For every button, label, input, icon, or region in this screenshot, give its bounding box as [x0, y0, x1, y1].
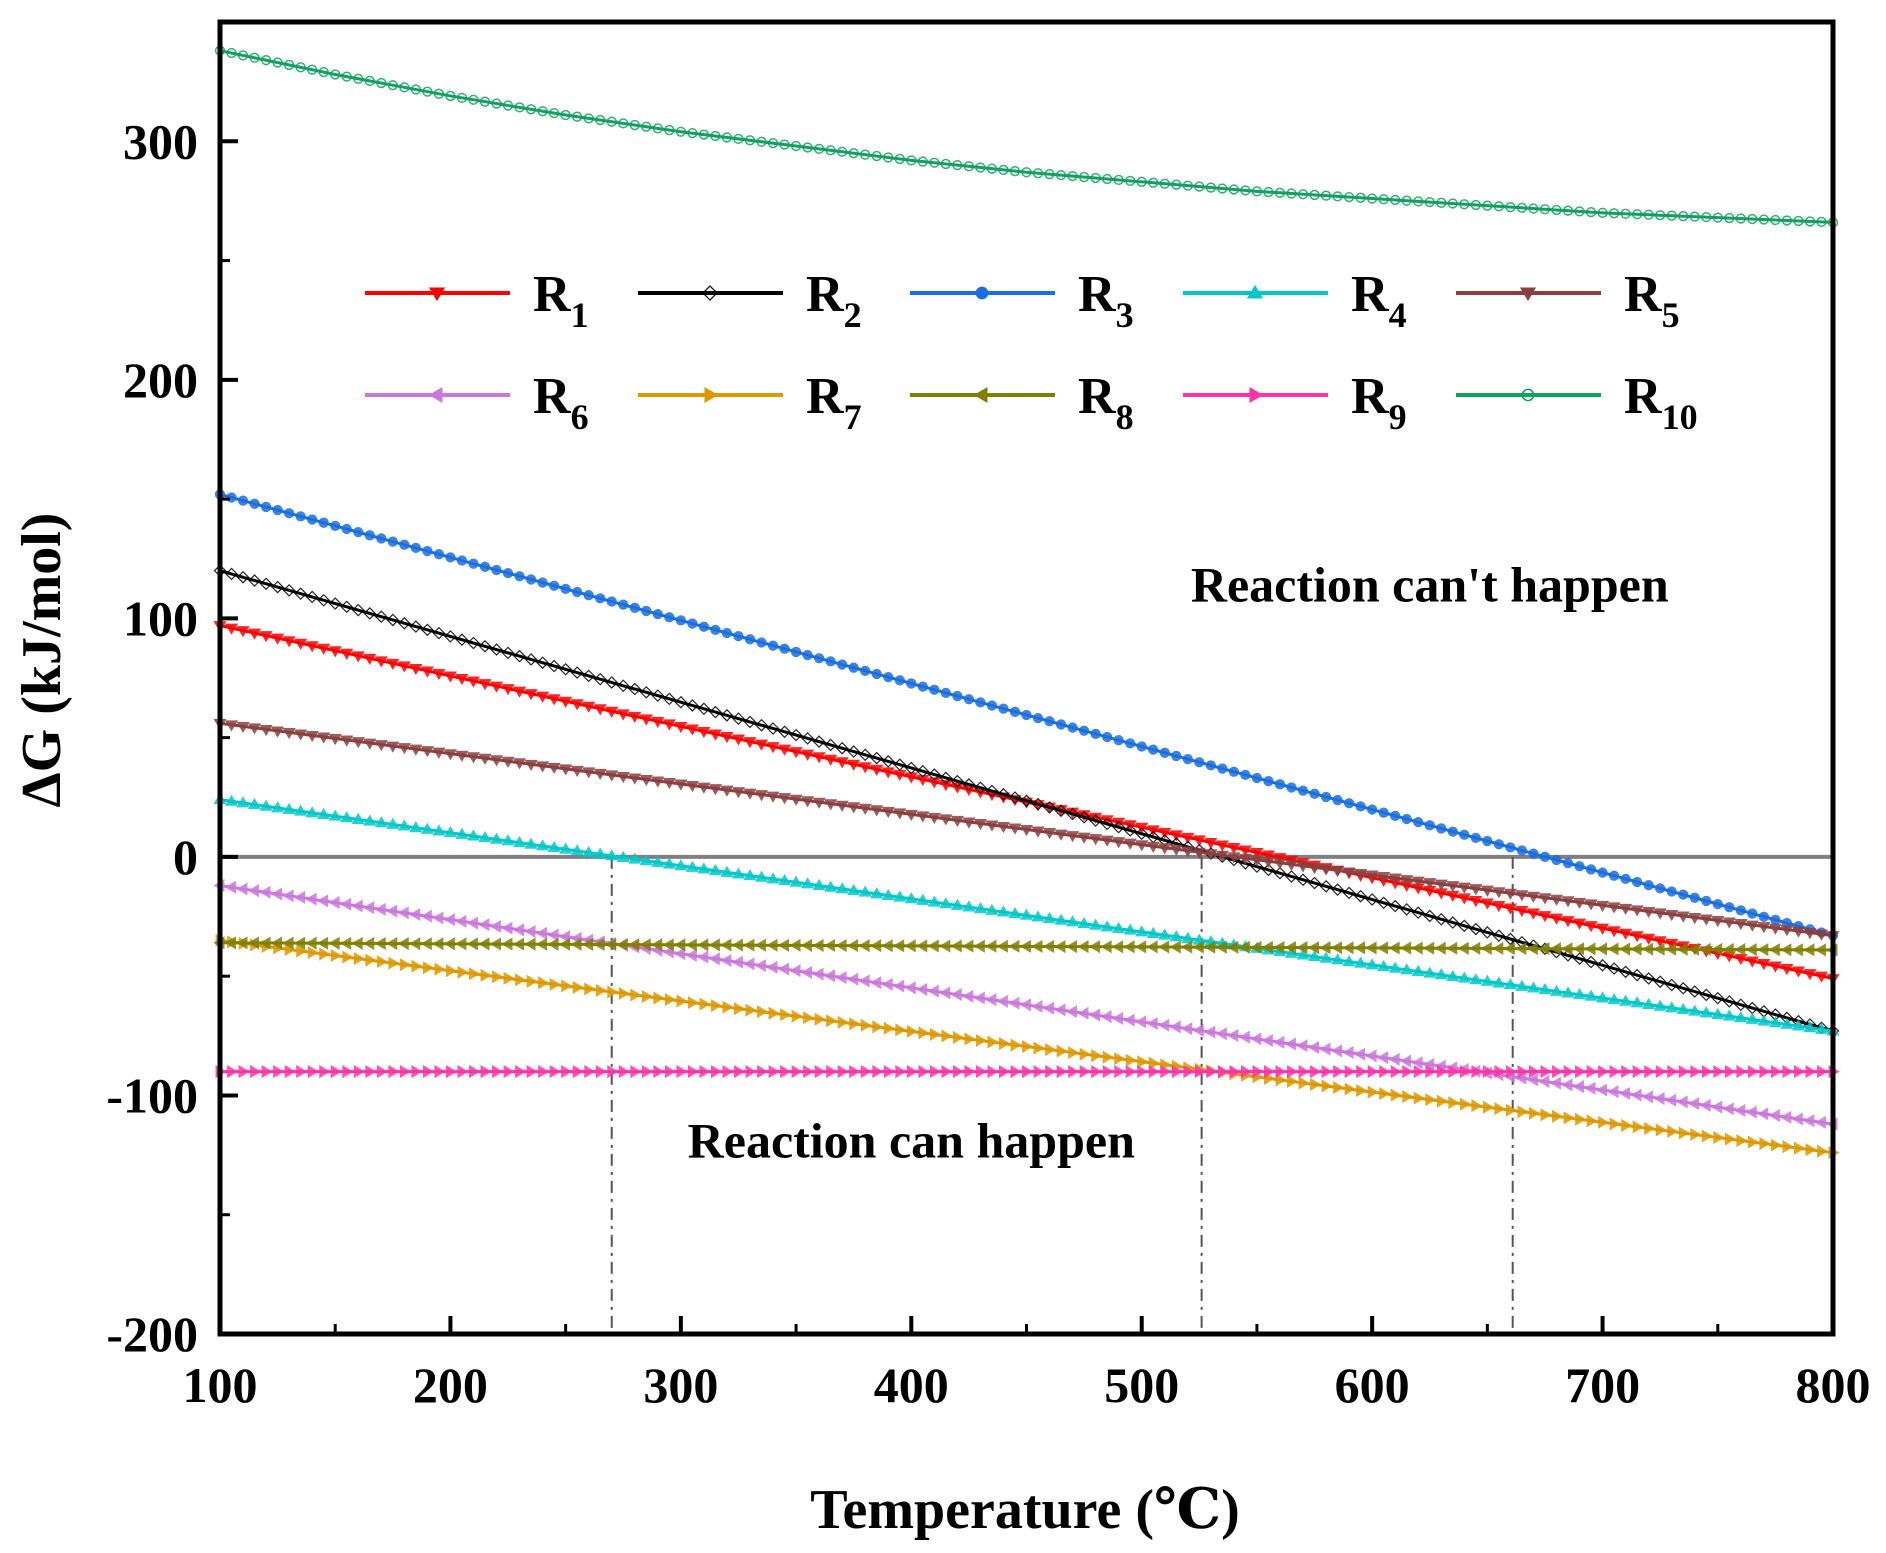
legend-swatch-marker — [702, 285, 718, 301]
series-R10 — [214, 45, 1839, 228]
x-tick-label: 600 — [1335, 1357, 1410, 1413]
y-tick-label: -100 — [106, 1067, 198, 1123]
legend-label: R7 — [806, 368, 862, 437]
y-tick-label: 300 — [123, 113, 198, 169]
legend-swatch-marker — [975, 286, 989, 300]
series-R5 — [213, 718, 1840, 943]
legend-swatch-marker — [1246, 284, 1264, 299]
series-R6 — [213, 878, 1838, 1131]
x-tick-label: 300 — [643, 1357, 718, 1413]
x-tick-label: 500 — [1104, 1357, 1179, 1413]
y-axis-title: ΔG (kJ/mol) — [11, 513, 73, 808]
series-R4 — [213, 792, 1840, 1036]
x-tick-label: 100 — [183, 1357, 258, 1413]
series-R1 — [213, 621, 1840, 986]
series-R10-markers — [214, 45, 1839, 228]
series-R5-line — [219, 721, 1834, 938]
series-R3-line — [219, 492, 1834, 938]
annotation-cant-happen: Reaction can't happen — [1191, 557, 1669, 613]
series-R2-line — [219, 569, 1834, 1033]
x-tick-label: 200 — [413, 1357, 488, 1413]
legend-label: R1 — [533, 266, 589, 335]
legend-label: R2 — [806, 266, 862, 335]
series-R6-line — [219, 884, 1834, 1126]
axes-layer: 100 200 300 400 500 600 700 800 -200 -100 0 100 200 3… — [106, 113, 1870, 1413]
series-R7-line — [219, 938, 1834, 1155]
legend-swatch-marker — [1249, 386, 1264, 404]
series-R8 — [213, 936, 1838, 957]
legend-item-R1: R1 — [365, 266, 589, 335]
legend-swatch-marker — [428, 386, 443, 404]
legend-label: R3 — [1078, 266, 1134, 335]
series-R3 — [214, 489, 1839, 941]
legend-label: R9 — [1351, 368, 1407, 437]
series-R2 — [213, 564, 1840, 1038]
legend-swatch-marker — [428, 287, 446, 302]
y-tick-label: 200 — [123, 352, 198, 408]
x-tick-label: 800 — [1796, 1357, 1871, 1413]
legend-swatch-marker — [1521, 388, 1535, 402]
legend-label: R8 — [1078, 368, 1134, 437]
series-layer — [213, 45, 1840, 1160]
legend-item-R5: R5 — [1456, 266, 1680, 335]
legend-swatch-marker — [1519, 287, 1537, 302]
y-tick-label: -200 — [106, 1306, 198, 1362]
legend-item-R3: R3 — [910, 266, 1134, 335]
series-R7 — [215, 933, 1840, 1160]
legend-label: R5 — [1624, 266, 1680, 335]
series-R10-line — [219, 49, 1834, 224]
legend-label: R6 — [533, 368, 589, 437]
annotation-can-happen: Reaction can happen — [688, 1112, 1135, 1168]
legend: R1 R2 R3 R4 R5 R6 R7 R8 R9 R10 — [365, 266, 1698, 437]
series-R4-line — [219, 798, 1834, 1033]
x-axis-title: Temperature (℃) — [810, 1479, 1239, 1541]
legend-item-R9: R9 — [1183, 368, 1407, 437]
x-tick-label: 400 — [874, 1357, 949, 1413]
series-R3-markers — [214, 489, 1839, 941]
legend-swatch-marker — [973, 386, 988, 404]
legend-label: R10 — [1624, 368, 1698, 437]
legend-item-R6: R6 — [365, 368, 589, 437]
legend-item-R4: R4 — [1183, 266, 1407, 335]
x-tick-label: 700 — [1565, 1357, 1640, 1413]
legend-swatch-marker — [704, 386, 719, 404]
y-tick-label: 0 — [173, 829, 198, 885]
legend-item-R10: R10 — [1456, 368, 1698, 437]
y-tick-label: 100 — [123, 590, 198, 646]
legend-item-R7: R7 — [638, 368, 862, 437]
plot-decorations — [220, 854, 1833, 1334]
legend-item-R8: R8 — [910, 368, 1134, 437]
series-R9 — [215, 1065, 1840, 1079]
legend-item-R2: R2 — [638, 266, 862, 335]
legend-label: R4 — [1351, 266, 1407, 335]
series-R8-line — [219, 941, 1834, 952]
